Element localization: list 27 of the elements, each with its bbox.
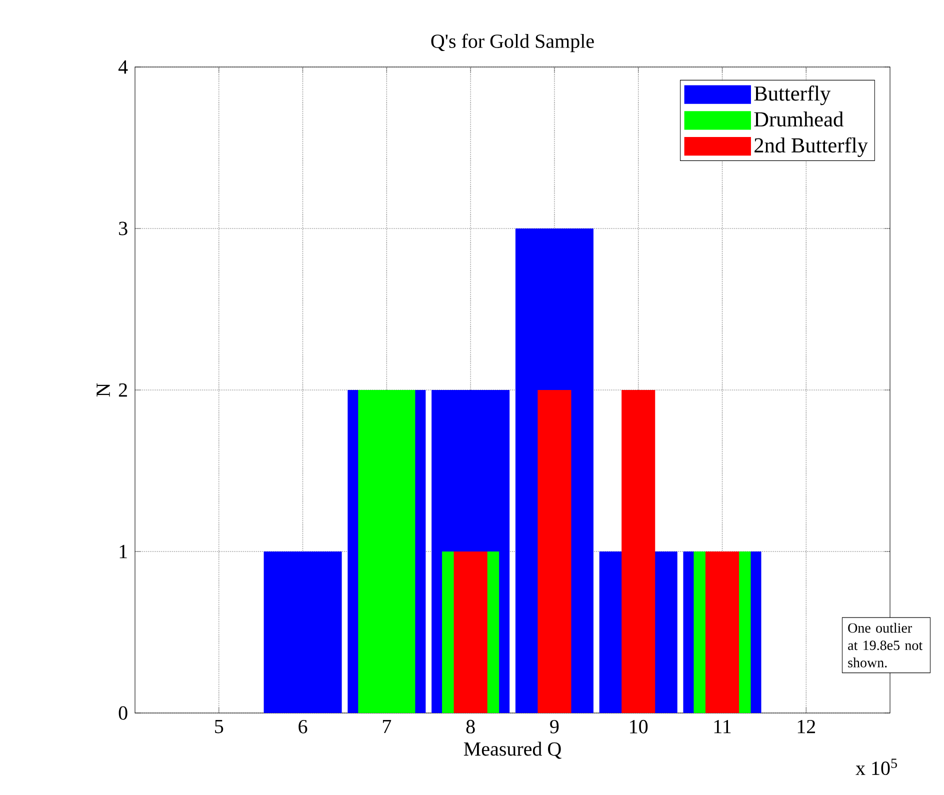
x-axis-title: Measured Q	[464, 742, 562, 759]
x-tick-label: 9	[550, 720, 559, 734]
bar	[705, 552, 740, 713]
x-tick-label: 5	[215, 720, 224, 734]
x-tick-label: 8	[466, 720, 475, 734]
x-tick-label: 7	[382, 720, 392, 734]
legend-label: 2nd Butterfly	[754, 137, 868, 157]
y-tick-label: 1	[120, 544, 127, 558]
bar	[358, 390, 416, 713]
x-tick-label: 6	[298, 720, 308, 734]
y-tick-label: 2	[118, 383, 127, 397]
legend-label: Drumhead	[754, 112, 844, 127]
x-tick-label: 11	[714, 720, 731, 734]
y-tick-label: 4	[118, 60, 128, 74]
annotation: One outlier at 19.8e5 not shown.	[848, 622, 923, 668]
x-tick-label: 10	[630, 720, 648, 734]
bar	[538, 390, 572, 713]
chart-title: Q's for Gold Sample	[431, 34, 594, 52]
legend-label: Butterfly	[754, 86, 831, 106]
y-tick-label: 3	[119, 222, 128, 236]
x-tick-label: 12	[798, 720, 816, 734]
bar	[622, 390, 656, 713]
bar	[454, 552, 488, 713]
text: x 10$^{5}$	[856, 758, 897, 776]
y-axis-title: N	[96, 383, 110, 397]
bar	[264, 552, 342, 713]
y-tick-label: 0	[118, 706, 128, 720]
